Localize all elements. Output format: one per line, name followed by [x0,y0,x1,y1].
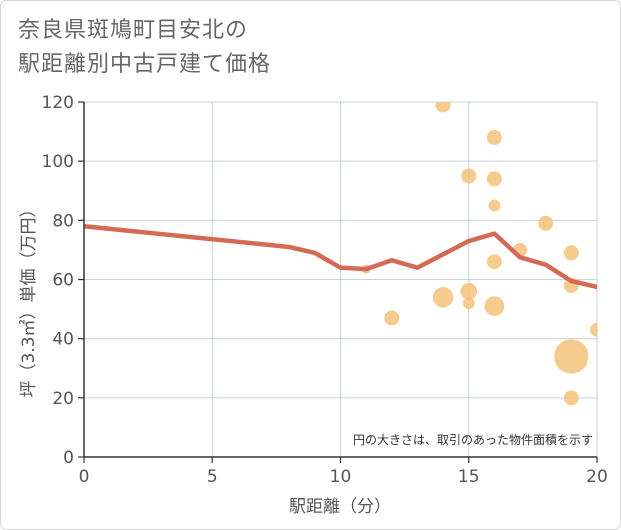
data-bubble [486,130,502,145]
data-bubble [461,168,477,184]
y-axis-label: 坪（3.3㎡）単価（万円） [19,200,39,397]
y-tick-label: 80 [52,211,74,231]
data-bubble [432,286,454,308]
data-bubble [589,322,597,337]
data-bubble [563,245,579,261]
y-tick-label: 120 [42,93,74,113]
data-bubble [484,296,505,317]
x-tick-label: 20 [586,467,608,487]
bubble-size-note: 円の大きさは、取引のあった物件面積を示す [353,432,593,447]
bubble-layer [361,102,597,406]
y-tick-label: 20 [52,389,74,409]
data-bubble [462,297,475,310]
data-bubble [538,215,554,231]
y-tick-label: 60 [52,271,74,291]
x-tick-label: 10 [330,467,352,487]
x-axis-label: 駅距離（分） [289,497,391,517]
data-bubble [486,254,502,270]
chart-title: 奈良県斑鳩町目安北の 駅距離別中古戸建て価格 [18,14,271,82]
data-bubble [486,171,502,187]
line-layer [84,224,597,290]
average-price-line [84,224,597,290]
axis-layer: 0 20 40 60 80 100 120 0 5 10 15 20 [42,93,608,487]
chart-title-line1: 奈良県斑鳩町目安北の [18,18,249,43]
x-tick-label: 5 [207,467,218,487]
y-tick-label: 0 [63,448,74,468]
chart-title-line2: 駅距離別中古戸建て価格 [18,52,272,77]
grid-layer [83,101,598,458]
data-bubble [460,282,478,300]
y-tick-label: 100 [42,152,74,172]
data-bubble [554,339,589,374]
data-bubble [488,199,501,212]
data-bubble [435,102,451,113]
x-tick-label: 15 [458,467,480,487]
x-tick-label: 0 [79,467,90,487]
data-bubble [384,310,400,326]
data-bubble [563,390,579,406]
y-tick-label: 40 [52,330,74,350]
